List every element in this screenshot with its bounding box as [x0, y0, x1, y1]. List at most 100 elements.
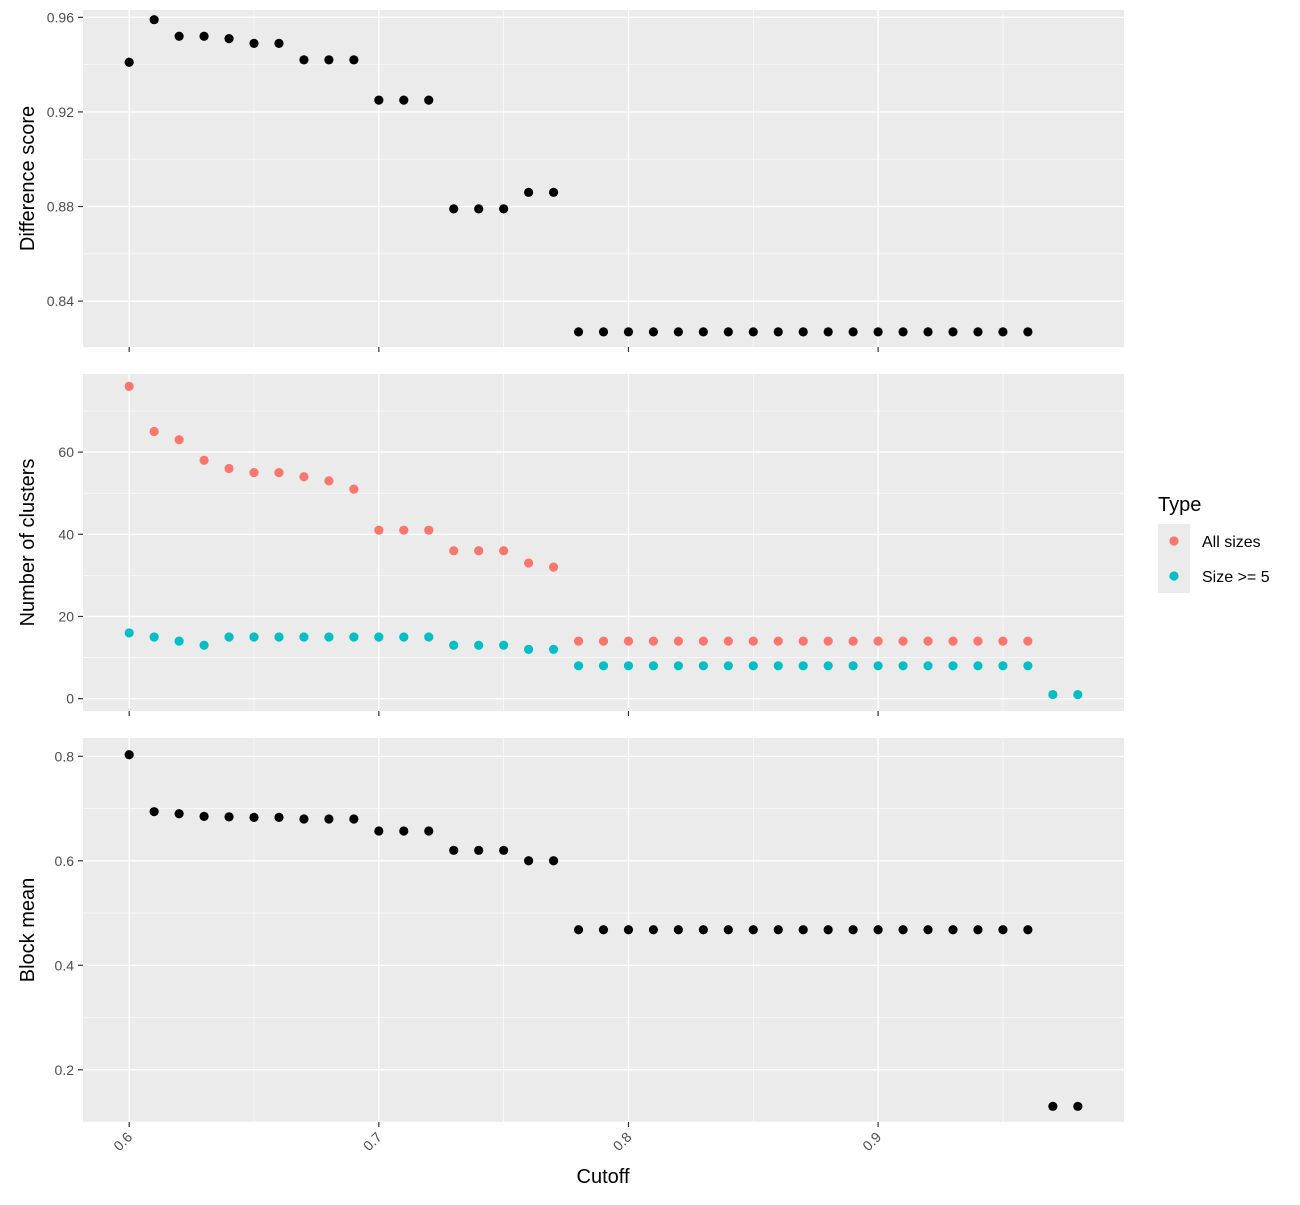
x-tick-label: 0.8	[610, 1129, 635, 1154]
panel-background	[83, 10, 1124, 347]
data-point	[723, 636, 733, 646]
data-point	[923, 327, 933, 337]
data-point	[873, 327, 883, 337]
y-tick-label: 0.4	[55, 957, 75, 973]
data-point	[399, 525, 409, 535]
data-point	[524, 558, 534, 568]
data-point	[274, 38, 284, 48]
data-point	[224, 34, 234, 44]
data-point	[424, 826, 434, 836]
data-point	[948, 661, 958, 671]
data-point	[449, 640, 459, 650]
data-point	[973, 327, 983, 337]
data-point	[573, 327, 584, 337]
series-points	[124, 750, 1083, 1111]
data-point	[349, 632, 359, 642]
data-point	[698, 636, 708, 646]
data-point	[374, 826, 384, 836]
data-point	[124, 628, 134, 638]
series-all-sizes	[124, 381, 1033, 646]
data-point	[449, 845, 459, 855]
data-point	[748, 661, 758, 671]
data-point	[973, 925, 983, 935]
data-point	[199, 811, 209, 821]
y-tick-label: 20	[58, 608, 74, 624]
data-point	[324, 55, 334, 65]
data-point	[573, 661, 584, 671]
data-point	[199, 455, 209, 465]
data-point	[324, 476, 334, 486]
data-point	[723, 661, 733, 671]
panel-background	[83, 374, 1124, 711]
data-point	[673, 661, 683, 671]
data-point	[474, 204, 484, 214]
data-point	[648, 636, 659, 646]
data-point	[673, 925, 683, 935]
data-point	[349, 484, 359, 494]
data-point	[249, 812, 259, 823]
data-point	[249, 632, 259, 642]
data-point	[274, 632, 284, 642]
data-point	[623, 636, 634, 646]
y-tick-label: 0.6	[55, 853, 75, 869]
data-point	[948, 327, 958, 337]
data-point	[848, 636, 858, 646]
data-point	[973, 661, 983, 671]
x-tick-label: 0.7	[360, 1129, 385, 1154]
y-tick-label: 40	[58, 526, 74, 542]
series-points	[124, 15, 1033, 337]
data-point	[648, 925, 659, 935]
data-point	[174, 31, 184, 41]
data-point	[673, 327, 683, 337]
y-tick-label: 0.96	[47, 9, 74, 25]
data-point	[1073, 689, 1083, 700]
data-point	[499, 204, 509, 214]
data-point	[798, 661, 808, 671]
data-point	[673, 636, 683, 646]
data-point	[598, 925, 609, 935]
data-point	[798, 636, 808, 646]
x-axis-title: Cutoff	[577, 1166, 630, 1188]
panel-middle: 0 20 40 60 Number of clusters	[17, 374, 1124, 716]
panel-top: 0.84 0.88 0.92 0.96 Difference score	[17, 9, 1124, 352]
data-point	[923, 925, 933, 935]
data-point	[873, 661, 883, 671]
data-point	[474, 546, 484, 556]
data-point	[948, 636, 958, 646]
y-tick-label: 0.92	[47, 104, 74, 120]
data-point	[224, 812, 234, 822]
data-point	[873, 925, 883, 935]
data-point	[299, 632, 309, 642]
x-tick-label: 0.9	[859, 1129, 884, 1154]
data-point	[773, 636, 783, 646]
data-point	[598, 636, 609, 646]
data-point	[648, 661, 659, 671]
y-tick-label: 0.84	[47, 293, 74, 309]
data-point	[249, 38, 259, 48]
data-point	[748, 925, 758, 935]
data-point	[199, 640, 209, 650]
data-point	[424, 95, 434, 105]
data-point	[1023, 661, 1033, 671]
data-point	[299, 472, 309, 482]
data-point	[623, 661, 634, 671]
data-point	[998, 925, 1008, 935]
data-point	[773, 925, 783, 935]
legend-key-all-sizes	[1169, 536, 1179, 546]
data-point	[124, 750, 134, 760]
data-point	[299, 814, 309, 824]
panels-layer: 0.84 0.88 0.92 0.96 Difference score 0 20 40 60 N…	[17, 9, 1124, 1154]
data-point	[149, 632, 159, 642]
data-point	[274, 812, 284, 823]
data-point	[424, 525, 434, 535]
data-point	[573, 636, 584, 646]
data-point	[548, 562, 559, 572]
data-point	[823, 327, 833, 337]
data-point	[598, 661, 609, 671]
data-point	[998, 661, 1008, 671]
data-point	[748, 636, 758, 646]
data-point	[998, 327, 1008, 337]
data-point	[548, 187, 559, 197]
